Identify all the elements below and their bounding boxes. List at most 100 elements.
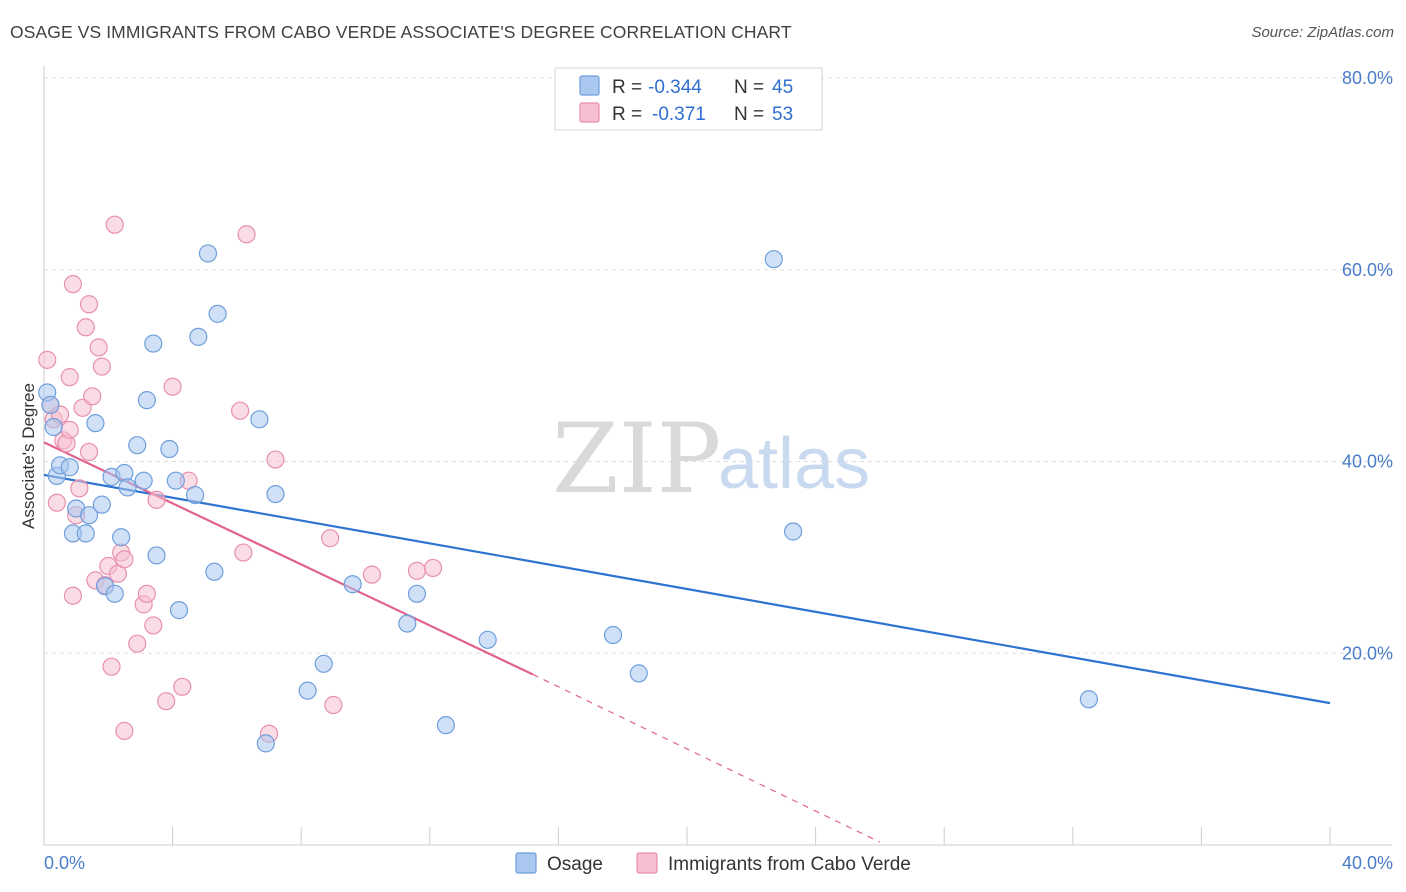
data-points <box>38 215 1098 753</box>
osage-point <box>86 414 105 433</box>
cabo-verde-trend-extension <box>532 673 881 843</box>
chart-title: OSAGE VS IMMIGRANTS FROM CABO VERDE ASSO… <box>10 22 792 42</box>
cabo-verde-point <box>324 695 343 715</box>
osage-point <box>186 485 205 505</box>
y-tick-labels: 20.0% 40.0% 60.0% 80.0% <box>1342 68 1393 663</box>
cabo-verde-point <box>163 377 182 396</box>
osage-point <box>603 625 623 645</box>
osage-point <box>112 528 131 547</box>
cabo-verde-point <box>144 616 163 635</box>
cabo-verde-point <box>60 420 79 439</box>
osage-point <box>398 614 417 633</box>
osage-point <box>256 734 275 753</box>
legend-r-value-osage: -0.344 <box>648 77 702 98</box>
y-tick-label: 40.0% <box>1342 452 1393 472</box>
watermark-atlas: atlas <box>718 424 870 504</box>
cabo-verde-point <box>89 338 108 357</box>
osage-point <box>783 522 803 541</box>
osage-point <box>160 439 179 459</box>
osage-point <box>407 584 427 603</box>
cabo-verde-point <box>105 215 124 234</box>
legend-swatch-cabo-verde <box>579 102 600 123</box>
osage-point <box>629 664 648 683</box>
axes <box>43 66 1392 846</box>
y-tick-label: 80.0% <box>1342 68 1393 88</box>
cabo-verde-point <box>128 634 147 653</box>
osage-point <box>250 410 269 429</box>
osage-point <box>343 575 362 594</box>
osage-point <box>144 334 163 353</box>
cabo-verde-point <box>79 442 99 462</box>
legend-n-value-cabo-verde: 53 <box>772 104 793 125</box>
cabo-verde-point <box>115 721 134 741</box>
cabo-verde-point <box>92 357 111 376</box>
osage-point <box>205 562 224 581</box>
cabo-verde-point <box>234 543 253 562</box>
osage-point <box>166 471 185 490</box>
osage-point <box>169 601 189 620</box>
cabo-verde-point <box>47 493 66 512</box>
cabo-verde-point <box>63 586 83 605</box>
legend-swatch-osage-bottom <box>515 852 537 874</box>
y-tick-label: 60.0% <box>1342 260 1393 280</box>
y-tick-label: 20.0% <box>1342 643 1393 663</box>
cabo-verde-point <box>321 529 340 548</box>
osage-point <box>208 304 227 323</box>
osage-point <box>314 654 333 673</box>
x-tick-label: 0.0% <box>44 853 85 873</box>
cabo-verde-point <box>362 565 382 584</box>
legend-n-value-osage: 45 <box>772 77 793 98</box>
osage-point <box>79 506 99 525</box>
watermark: ZIP atlas <box>552 403 870 515</box>
cabo-verde-point <box>147 490 166 509</box>
cabo-verde-point <box>231 401 250 420</box>
cabo-verde-point <box>173 677 192 696</box>
x-tick-label: 40.0% <box>1342 853 1393 873</box>
cabo-verde-point <box>70 479 89 498</box>
grid-lines <box>44 77 1392 654</box>
osage-point <box>764 250 783 269</box>
osage-point <box>1079 690 1098 709</box>
osage-point <box>92 495 111 514</box>
y-axis-label: Associate's Degree <box>19 383 38 529</box>
osage-point <box>134 471 153 490</box>
osage-point <box>266 484 285 504</box>
cabo-verde-point <box>63 275 83 294</box>
cabo-verde-point <box>38 350 57 369</box>
legend-label-osage: Osage <box>547 854 603 875</box>
osage-point <box>118 478 137 497</box>
osage-point <box>189 327 208 346</box>
osage-point <box>198 244 218 263</box>
legend-r-label-cabo-verde: R = <box>612 104 642 125</box>
cabo-verde-point <box>407 561 427 580</box>
osage-trend-line <box>43 473 1331 705</box>
legend-n-label-osage: N = <box>734 77 764 98</box>
cabo-verde-point <box>266 450 285 469</box>
cabo-verde-point <box>115 550 134 569</box>
legend-r-label-osage: R = <box>612 77 642 98</box>
osage-point <box>105 584 124 603</box>
osage-point <box>147 546 166 565</box>
stats-legend: R = -0.344 N = 45 R = -0.371 N = 53 <box>554 67 823 131</box>
osage-point <box>41 395 60 415</box>
osage-point <box>298 681 317 700</box>
series-legend: Osage Immigrants from Cabo Verde <box>515 852 911 875</box>
source-label: Source: ZipAtlas.com <box>1251 24 1394 41</box>
cabo-verde-point <box>157 692 176 711</box>
legend-label-cabo-verde: Immigrants from Cabo Verde <box>668 854 911 875</box>
osage-point <box>76 524 95 543</box>
cabo-verde-point <box>137 584 156 603</box>
osage-point <box>478 630 497 649</box>
legend-r-value-cabo-verde: -0.371 <box>652 104 706 125</box>
osage-point <box>60 458 79 477</box>
cabo-verde-point <box>60 368 79 387</box>
legend-n-label-cabo-verde: N = <box>734 104 764 125</box>
x-tick-labels: 0.0% 40.0% <box>44 853 1393 873</box>
osage-point <box>436 716 455 735</box>
cabo-verde-point <box>79 295 99 314</box>
cabo-verde-point <box>237 225 256 244</box>
cabo-verde-point <box>76 318 95 337</box>
watermark-zip: ZIP <box>552 403 721 515</box>
cabo-verde-point <box>102 657 121 676</box>
